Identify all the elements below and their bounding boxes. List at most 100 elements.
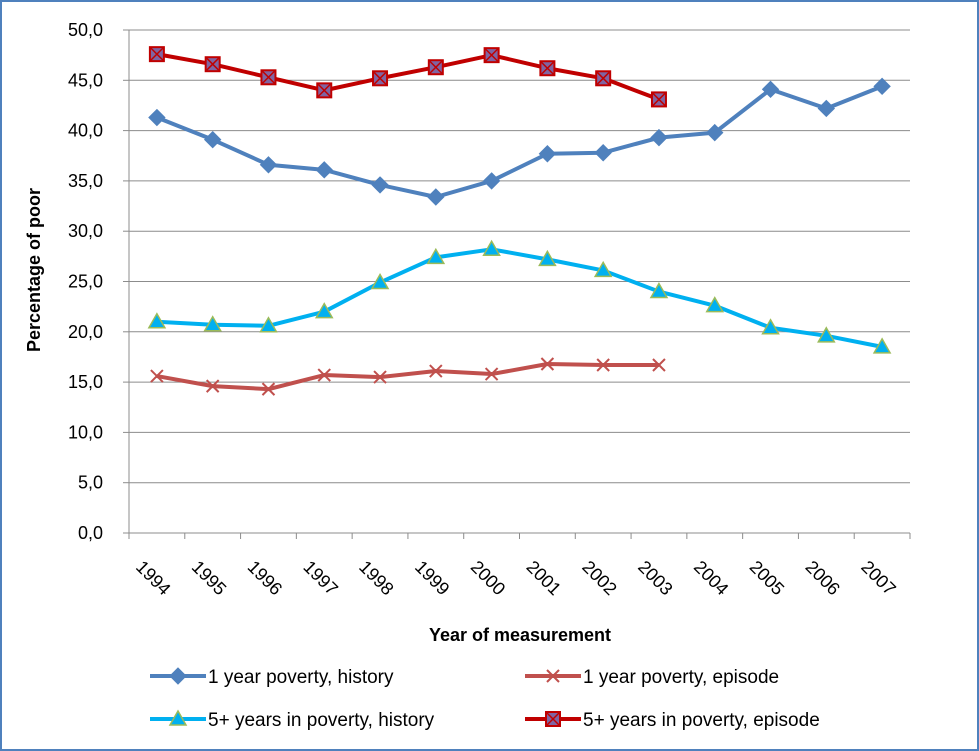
marker-stroke [150,369,164,383]
data-point [370,272,390,290]
data-point [148,46,165,63]
data-point [427,59,444,76]
series-1 [148,77,891,206]
series-line [156,361,659,392]
data-point [259,316,278,333]
x-tick-label: 1995 [188,557,230,599]
data-point [315,161,333,179]
legend-marker [168,709,188,726]
legend-item: 5+ years in poverty, episode [525,710,820,731]
marker-stroke [596,71,610,85]
x-tick-label: 2007 [857,557,899,599]
data-point [426,247,446,265]
data-point [761,318,780,335]
legend-label: 1 year poverty, episode [583,667,779,688]
data-point [650,91,667,108]
marker-stroke [546,712,560,726]
legend-label: 1 year poverty, history [208,667,394,688]
y-tick-label: 5,0 [78,473,103,493]
data-point [260,69,277,86]
marker-stroke [317,368,331,382]
marker-stroke [205,379,220,393]
marker-stroke [429,364,443,378]
data-point [484,367,499,381]
data-point [205,379,220,393]
data-point [147,312,167,329]
data-point [317,368,331,382]
data-point [371,176,389,194]
legend-marker [545,711,561,727]
legend-item: 5+ years in poverty, history [150,709,435,731]
marker-stroke [373,370,387,384]
data-point [649,282,669,299]
x-tick-label: 2004 [690,557,732,599]
data-point [594,144,612,162]
y-tick-label: 50,0 [68,20,103,40]
x-tick-label: 2001 [523,557,565,599]
x-tick-label: 1994 [132,557,174,599]
data-point [203,130,222,149]
marker-stroke [317,83,331,97]
x-tick-label: 2003 [634,557,676,599]
marker-stroke [261,70,275,84]
legend: 1 year poverty, history 1 year poverty, e… [150,667,820,731]
y-tick-label: 30,0 [68,221,103,241]
x-tick-label: 2000 [467,557,509,599]
data-point [150,369,164,383]
x-tick-label: 1998 [355,557,397,599]
y-axis-title: Percentage of poor [24,188,44,352]
series-lines [147,46,892,396]
series-3 [147,239,892,354]
data-point [817,326,836,343]
data-point [316,82,333,99]
legend-item: 1 year poverty, history [150,667,394,688]
y-tick-label: 40,0 [68,121,103,141]
marker-stroke [540,61,554,75]
data-point [539,60,556,77]
data-point [652,358,666,372]
y-tick-label: 0,0 [78,523,103,543]
x-tick-label: 1999 [411,557,453,599]
data-point [482,172,501,190]
data-point [538,145,557,163]
data-point [372,70,389,87]
marker-stroke [652,92,666,106]
marker-stroke [485,48,499,62]
y-tick-label: 10,0 [68,422,103,442]
marker-stroke [206,57,220,71]
x-tick-label: 2005 [746,557,788,599]
data-point [817,99,836,118]
data-point [706,123,724,142]
y-tick-label: 15,0 [68,372,103,392]
y-tick-label: 35,0 [68,171,103,191]
data-point [705,296,725,313]
marker-stroke [484,367,499,381]
series-4 [148,46,667,108]
data-point [261,382,276,396]
data-point [429,364,443,378]
series-line [156,247,883,349]
data-point [482,239,501,257]
x-tick-label: 1997 [299,557,341,599]
legend-label: 5+ years in poverty, episode [583,710,820,731]
data-point [595,70,612,87]
data-point [761,80,780,99]
data-point [540,357,555,371]
marker-stroke [373,71,387,85]
data-point [203,315,222,332]
y-tick-label: 45,0 [68,70,103,90]
gridlines [129,29,910,484]
data-point [148,108,166,127]
marker-stroke [596,358,610,372]
y-tick-label: 20,0 [68,322,103,342]
series-line [156,52,660,102]
marker-stroke [652,358,666,372]
data-point [483,47,500,64]
x-tick-label: 2002 [578,557,620,599]
data-point [872,337,892,354]
series-2 [150,357,666,396]
data-point [873,77,891,96]
marker-stroke [429,60,443,74]
x-tick-label: 2006 [801,557,843,599]
